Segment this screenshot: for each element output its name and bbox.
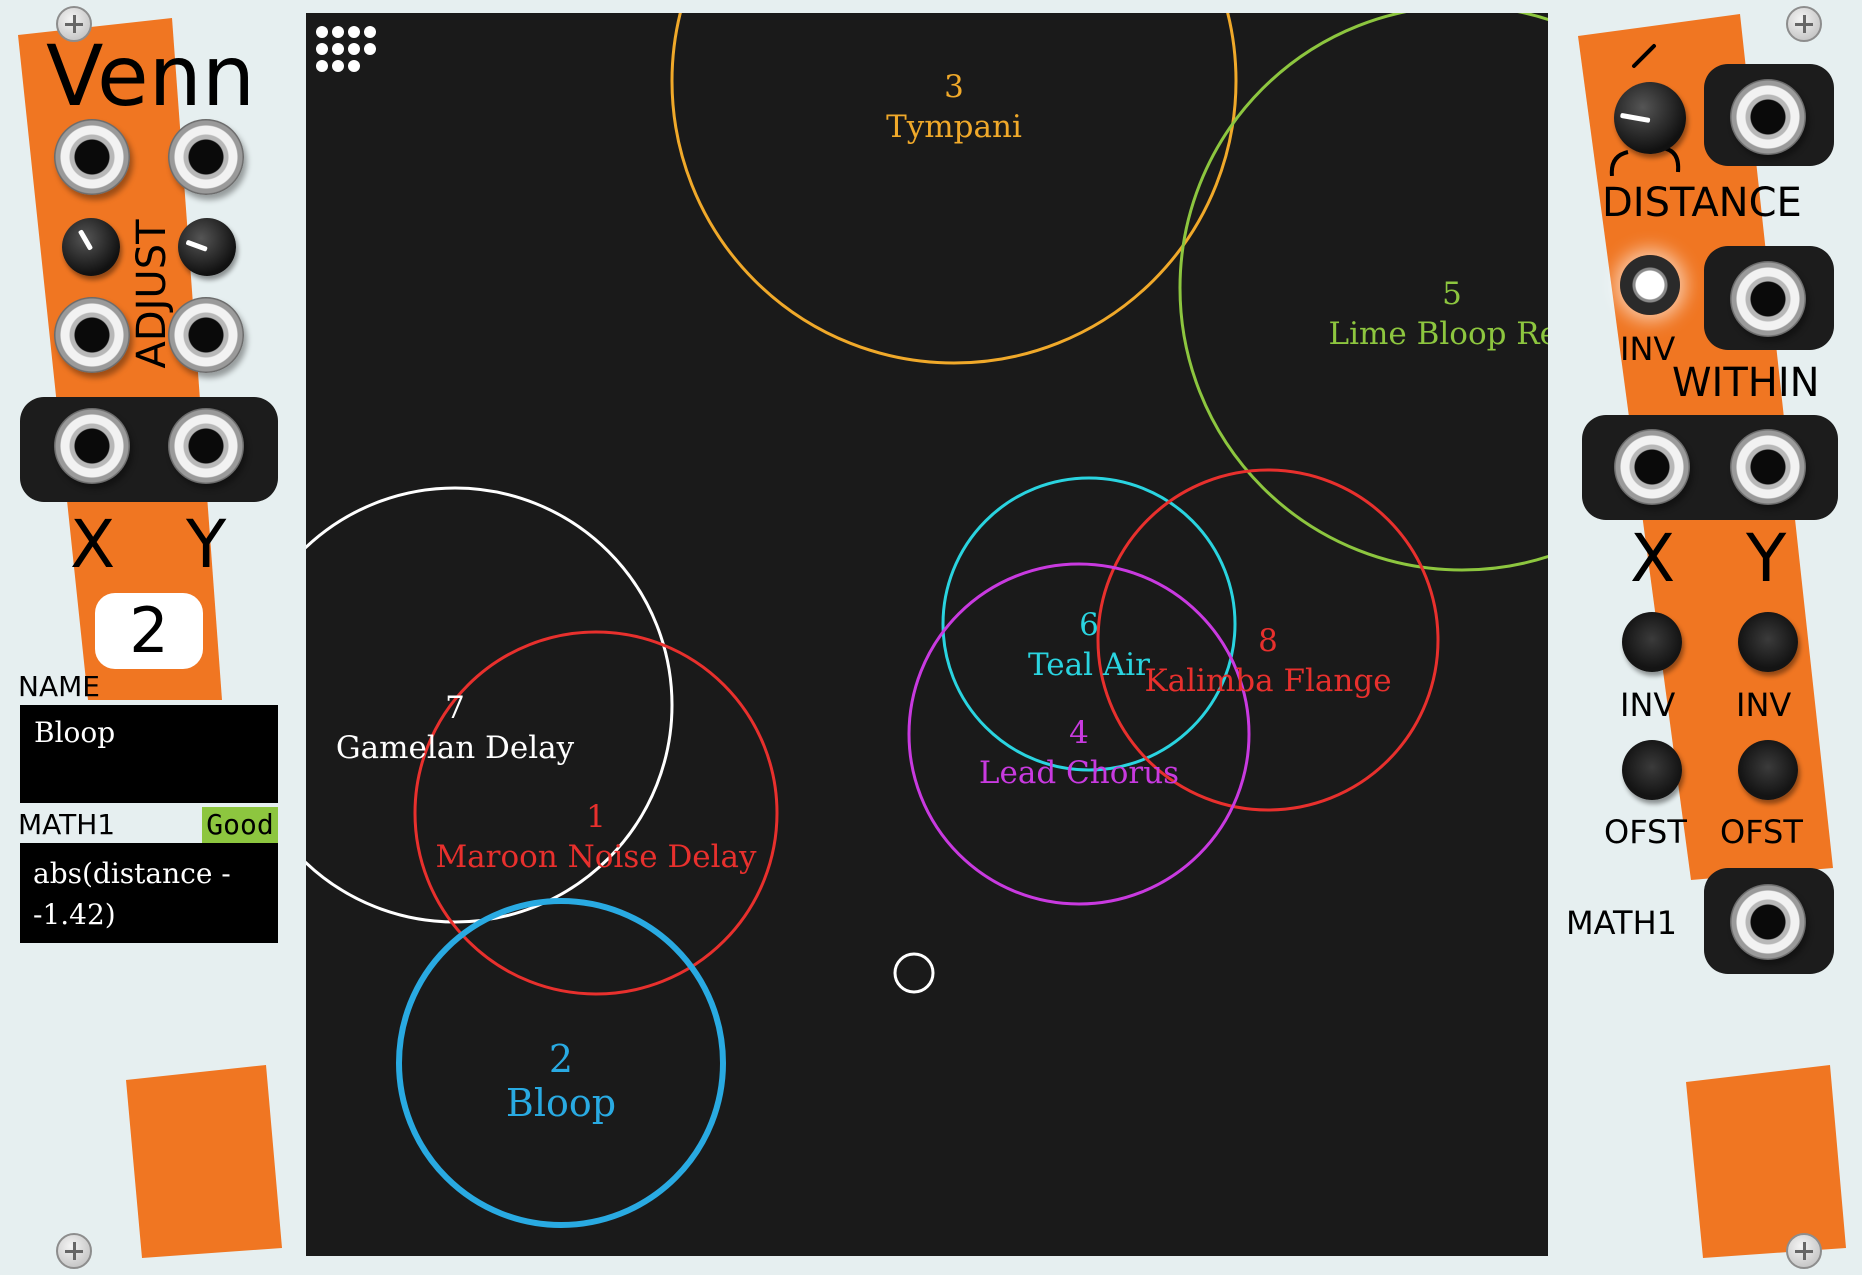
distance-knob[interactable] xyxy=(1614,82,1686,154)
x-inv-label: INV xyxy=(1620,686,1676,724)
circle-3-label: 3 Tympani xyxy=(886,67,1022,147)
cursor-point[interactable] xyxy=(893,952,935,994)
circle-name: Maroon Noise Delay xyxy=(435,839,757,875)
adjust-label: ADJUST xyxy=(129,219,175,369)
venn-canvas[interactable]: 3 Tympani 5 Lime Bloop Rev 7 Gamelan Del… xyxy=(306,13,1548,1256)
circle-4-label: 4 Lead Chorus xyxy=(979,713,1179,793)
math-output-label: MATH1 xyxy=(1566,904,1677,942)
venn-circle-7[interactable] xyxy=(306,486,674,924)
screw-icon xyxy=(56,6,92,42)
circle-2-label: 2 Bloop xyxy=(506,1037,616,1125)
y-adjust-input-jack[interactable] xyxy=(168,119,244,195)
x-adjust-knob[interactable] xyxy=(62,218,120,276)
y-adjust-cv-jack[interactable] xyxy=(168,297,244,373)
x-inv-button[interactable] xyxy=(1622,612,1682,672)
circle-name: Bloop xyxy=(505,1081,617,1125)
x-ofst-label: OFST xyxy=(1604,813,1687,851)
module-title: Venn xyxy=(46,27,256,125)
venn-circle-6[interactable] xyxy=(941,476,1237,772)
y-inv-button[interactable] xyxy=(1738,612,1798,672)
y-adjust-knob[interactable] xyxy=(178,218,236,276)
y-label: Y xyxy=(186,506,227,583)
within-output-jack[interactable] xyxy=(1730,261,1806,337)
circle-name: Teal Air xyxy=(1028,647,1150,683)
y-right-label: Y xyxy=(1746,520,1787,597)
circle-name: Kalimba Flange xyxy=(1144,663,1392,699)
left-panel: Venn ADJUST X Y 2 NAME Bloop MATH1 Good … xyxy=(0,0,306,1275)
within-inv-label: INV xyxy=(1620,330,1676,368)
distance-output-jack[interactable] xyxy=(1730,79,1806,155)
x-right-output-jack[interactable] xyxy=(1614,429,1690,505)
name-label: NAME xyxy=(18,670,100,703)
math-label: MATH1 xyxy=(18,808,116,841)
math-expression-line: abs(distance - xyxy=(33,857,231,890)
within-inv-button[interactable] xyxy=(1620,255,1680,315)
orange-patch-left xyxy=(126,1065,282,1258)
circle-number: 7 xyxy=(445,690,465,726)
x-output-jack[interactable] xyxy=(54,408,130,484)
distance-label: DISTANCE xyxy=(1602,180,1802,226)
math-expression-field[interactable]: abs(distance - -1.42) xyxy=(20,843,278,943)
circle-number: 4 xyxy=(1069,715,1089,751)
circle-8-label: 8 Kalimba Flange xyxy=(1144,621,1391,701)
screw-icon xyxy=(1786,1233,1822,1269)
y-inv-label: INV xyxy=(1736,686,1792,724)
circle-number: 2 xyxy=(548,1037,574,1081)
venn-circle-5[interactable] xyxy=(1178,13,1548,572)
circle-number: 8 xyxy=(1258,623,1278,659)
circle-number: 3 xyxy=(944,69,964,105)
menu-grid-icon[interactable] xyxy=(316,26,376,72)
within-label: WITHIN xyxy=(1672,360,1820,406)
venn-circle-8[interactable] xyxy=(1096,468,1440,812)
x-adjust-cv-jack[interactable] xyxy=(54,297,130,373)
circle-1-label: 1 Maroon Noise Delay xyxy=(435,797,756,877)
circle-name: Gamelan Delay xyxy=(335,730,575,766)
screw-icon xyxy=(1786,6,1822,42)
screw-icon xyxy=(56,1233,92,1269)
circle-name: Lead Chorus xyxy=(978,755,1180,791)
y-output-jack[interactable] xyxy=(168,408,244,484)
circle-name: Tympani xyxy=(886,109,1022,145)
circle-7-label: 7 Gamelan Delay xyxy=(336,688,574,768)
selected-circle-number[interactable]: 2 xyxy=(95,593,203,669)
math-expression-line: -1.42) xyxy=(33,898,116,931)
venn-diagram xyxy=(306,13,1548,1228)
circle-name: Lime Bloop Rev xyxy=(1328,316,1548,352)
x-right-label: X xyxy=(1630,520,1676,597)
x-label: X xyxy=(70,506,116,583)
venn-circle-1[interactable] xyxy=(413,630,779,996)
orange-patch-right xyxy=(1686,1065,1846,1258)
x-adjust-input-jack[interactable] xyxy=(54,119,130,195)
venn-circle-4[interactable] xyxy=(907,562,1251,906)
math-status-badge: Good xyxy=(202,807,278,843)
y-ofst-label: OFST xyxy=(1720,813,1803,851)
name-field[interactable]: Bloop xyxy=(20,705,278,803)
circle-number: 5 xyxy=(1442,276,1462,312)
circle-number: 1 xyxy=(586,799,606,835)
venn-circle-3[interactable] xyxy=(670,13,1238,365)
right-panel: DISTANCE INV WITHIN X Y INV INV OFST OFS… xyxy=(1548,0,1862,1275)
math-output-jack[interactable] xyxy=(1730,884,1806,960)
x-ofst-button[interactable] xyxy=(1622,740,1682,800)
venn-circle-2[interactable] xyxy=(396,898,726,1228)
circle-6-label: 6 Teal Air xyxy=(1028,605,1150,685)
y-right-output-jack[interactable] xyxy=(1730,429,1806,505)
circle-number: 6 xyxy=(1079,607,1099,643)
y-ofst-button[interactable] xyxy=(1738,740,1798,800)
circle-5-label: 5 Lime Bloop Rev xyxy=(1328,274,1548,354)
